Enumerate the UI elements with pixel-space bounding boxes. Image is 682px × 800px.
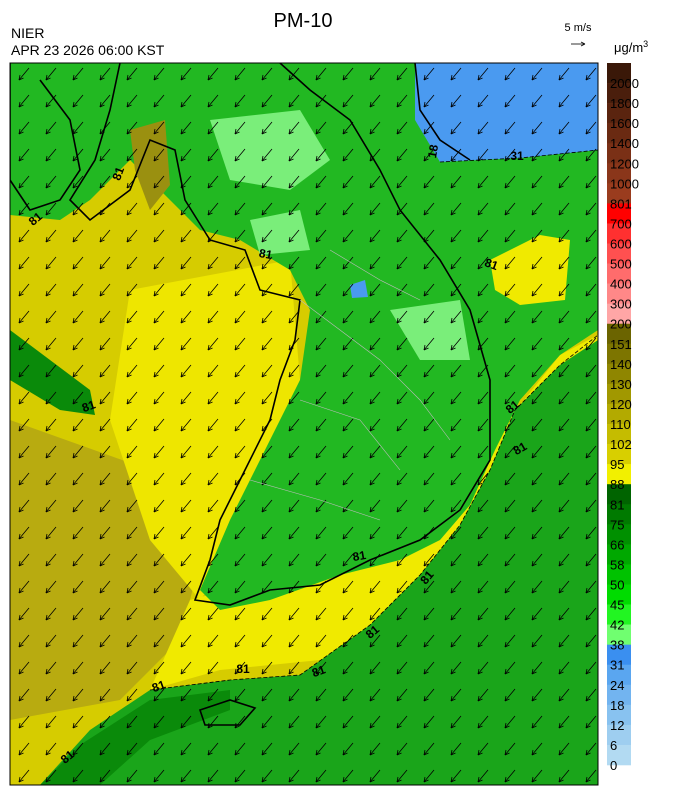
colorbar-swatch (607, 504, 631, 525)
agency: NIER (11, 25, 44, 41)
contour-label: 31 (510, 149, 524, 163)
colorbar-label: 0 (610, 758, 617, 773)
colorbar-swatch (607, 323, 631, 345)
colorbar-label: 102 (610, 437, 632, 452)
colorbar: 2000180016001400120010008017006005004003… (607, 63, 639, 773)
colorbar-label: 31 (610, 658, 624, 673)
colorbar-swatch (607, 444, 631, 465)
colorbar-label: 24 (610, 678, 624, 693)
colorbar-swatch (607, 263, 631, 284)
colorbar-swatch (607, 103, 631, 124)
colorbar-swatch (607, 183, 631, 204)
colorbar-swatch (607, 243, 631, 264)
colorbar-swatch (607, 484, 631, 505)
colorbar-label: 12 (610, 718, 624, 733)
colorbar-label: 140 (610, 357, 632, 372)
contour-label: 81 (236, 662, 250, 676)
colorbar-swatch (607, 363, 631, 385)
boundaries (249, 249, 451, 521)
colorbar-label: 801 (610, 196, 632, 211)
unit-text: μg/m (614, 40, 643, 55)
colorbar-label: 600 (610, 237, 632, 252)
contour-label: 81 (80, 397, 98, 415)
contours (149, 149, 598, 691)
colorbar-label: 95 (610, 457, 624, 472)
colorbar-swatch (607, 724, 631, 746)
colorbar-swatch (607, 624, 631, 645)
unit: μg/m3 (614, 39, 648, 55)
colorbar-swatch (607, 303, 631, 325)
colorbar-label: 38 (610, 638, 624, 653)
colorbar-swatch (607, 283, 631, 304)
colorbar-label: 75 (610, 517, 624, 532)
wind-scale-arrow (571, 41, 586, 47)
colorbar-label: 130 (610, 377, 632, 392)
colorbar-swatch (607, 544, 631, 565)
colorbar-label: 500 (610, 257, 632, 272)
colorbar-swatch (607, 524, 631, 545)
colorbar-swatch (607, 744, 631, 766)
colorbar-label: 110 (610, 417, 631, 432)
coastlines (10, 63, 491, 726)
colorbar-label: 1800 (610, 96, 639, 111)
contour-label: 81 (258, 246, 274, 262)
colorbar-swatch (607, 564, 631, 585)
datetime: APR 23 2026 06:00 KST (11, 42, 165, 58)
colorbar-swatch (607, 403, 631, 425)
colorbar-swatch (607, 424, 631, 445)
colorbar-label: 200 (610, 317, 632, 332)
map-frame (9, 62, 599, 786)
title: PM-10 (274, 10, 333, 32)
colorbar-label: 81 (610, 497, 624, 512)
colorbar-swatch (607, 604, 631, 625)
colorbar-swatch (607, 223, 631, 244)
colorbar-label: 42 (610, 618, 624, 633)
contour-label: 81 (483, 255, 501, 273)
contour-label: 18 (425, 143, 441, 159)
colorbar-label: 50 (610, 577, 624, 592)
colorbar-label: 120 (610, 397, 632, 412)
colorbar-swatch (607, 203, 631, 224)
contour-label: 81 (352, 548, 368, 564)
map (10, 63, 598, 785)
colorbar-label: 6 (610, 738, 617, 753)
colorbar-swatch (607, 143, 631, 164)
colorbar-label: 400 (610, 277, 632, 292)
colorbar-swatch (607, 83, 631, 104)
colorbar-label: 66 (610, 537, 624, 552)
wind-arrows (10, 63, 598, 785)
colorbar-swatch (607, 584, 631, 605)
wind-scale-label: 5 m/s (565, 22, 592, 34)
colorbar-swatch (607, 63, 631, 84)
colorbar-swatch (607, 163, 631, 184)
colorbar-label: 1200 (610, 156, 639, 171)
colorbar-label: 1000 (610, 176, 639, 191)
colorbar-swatch (607, 644, 631, 666)
colorbar-swatch (607, 684, 631, 706)
colorbar-swatch (607, 123, 631, 144)
colorbar-label: 88 (610, 477, 624, 492)
colorbar-label: 700 (610, 216, 632, 231)
unit-sup: 3 (643, 39, 648, 49)
colorbar-swatch (607, 343, 631, 365)
contour-label: 81 (511, 439, 530, 458)
colorbar-label: 45 (610, 598, 624, 613)
colorbar-swatch (607, 464, 631, 485)
contour-label: 81 (310, 662, 328, 680)
colorbar-label: 2000 (610, 76, 639, 91)
colorbar-label: 18 (610, 698, 624, 713)
colorbar-swatch (607, 664, 631, 686)
contour-label: 81 (109, 165, 127, 183)
colorbar-label: 58 (610, 557, 624, 572)
colorbar-label: 300 (610, 297, 632, 312)
colorbar-label: 151 (610, 337, 632, 352)
colorbar-swatch (607, 383, 631, 405)
contour-label: 81 (150, 677, 168, 695)
colorbar-swatch (607, 704, 631, 726)
colorbar-label: 1400 (610, 136, 639, 151)
colorbar-label: 1600 (610, 116, 639, 131)
